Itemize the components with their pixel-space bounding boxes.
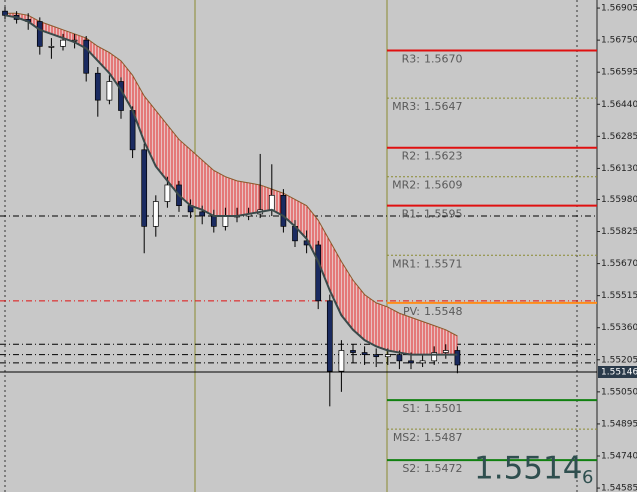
y-tick-label: 1.54740 [601, 452, 637, 462]
candle-body [141, 149, 148, 227]
pivot-name: R3: [402, 52, 420, 65]
current-price-box [598, 366, 637, 378]
pivot-name: R1: [402, 208, 420, 221]
candle-body [106, 81, 113, 101]
y-tick-label: 1.55360 [601, 323, 637, 333]
pivot-name: MR2: [392, 179, 420, 192]
candle-body [152, 201, 159, 227]
pivot-value: 1.5571 [424, 257, 463, 270]
candle-body [350, 350, 356, 353]
candle-body [442, 350, 449, 353]
pivot-value: 1.5623 [424, 150, 463, 163]
candle-body [199, 211, 206, 217]
candle-body [268, 194, 275, 211]
candle-body [419, 360, 426, 364]
candle-body [373, 354, 380, 358]
pivot-value: 1.5548 [424, 305, 463, 318]
candle-body [361, 352, 368, 355]
candle-body [2, 10, 8, 16]
pivot-value: 1.5647 [424, 100, 463, 113]
candle-body [48, 45, 55, 48]
y-tick-label: 1.55670 [601, 259, 637, 269]
y-tick-label: 1.55050 [601, 387, 637, 397]
y-tick-label: 1.56440 [601, 100, 637, 110]
y-tick-label: 1.55205 [601, 355, 637, 365]
big-price: 1.5514 [474, 451, 582, 487]
candle-body [384, 354, 391, 358]
ribbon-fill [5, 13, 458, 355]
y-tick-label: 1.55515 [601, 291, 637, 301]
candle-body [326, 300, 333, 372]
pivot-name: R2: [402, 150, 420, 163]
candle-body [408, 360, 414, 364]
ribbon-line [5, 12, 458, 337]
y-tick-label: 1.56130 [601, 164, 637, 174]
pivot-name: S1: [402, 402, 420, 415]
candle-body [338, 350, 345, 372]
candle-body [280, 194, 287, 227]
candle-body [454, 350, 461, 366]
candle-body [396, 354, 403, 362]
current-price-label: 1.55146 [601, 368, 637, 378]
pivot-value: 1.5472 [424, 462, 463, 475]
pivot-name: PV: [403, 305, 420, 318]
y-tick-label: 1.54585 [601, 484, 637, 492]
candle-body [222, 215, 229, 227]
y-tick-label: 1.56595 [601, 68, 637, 78]
pivot-value: 1.5487 [424, 431, 463, 444]
pivot-value: 1.5501 [424, 402, 463, 415]
candle-body [36, 21, 43, 47]
price-axis [597, 0, 637, 492]
candle-body [83, 39, 90, 74]
candle-body [315, 244, 322, 302]
y-tick-label: 1.55825 [601, 227, 637, 237]
candle-body [60, 39, 66, 47]
y-tick-label: 1.56750 [601, 36, 637, 46]
pivot-name: MR1: [392, 257, 420, 270]
ma-line [4, 14, 458, 356]
pivot-name: S2: [402, 462, 420, 475]
pivot-value: 1.5609 [424, 179, 463, 192]
pivot-value: 1.5670 [424, 52, 463, 65]
candle-body [431, 352, 438, 362]
candle-body [210, 215, 217, 227]
pivot-value: 1.5595 [424, 208, 463, 221]
y-tick-label: 1.55980 [601, 195, 637, 205]
y-tick-label: 1.54895 [601, 419, 637, 429]
big-price-last: 6 [582, 467, 593, 488]
pivot-name: MS2: [393, 431, 420, 444]
candle-body [94, 72, 101, 101]
y-tick-label: 1.56285 [601, 132, 637, 142]
pivot-name: MR3: [392, 100, 420, 113]
candle-body [164, 184, 171, 202]
y-tick-label: 1.56905 [601, 4, 637, 14]
